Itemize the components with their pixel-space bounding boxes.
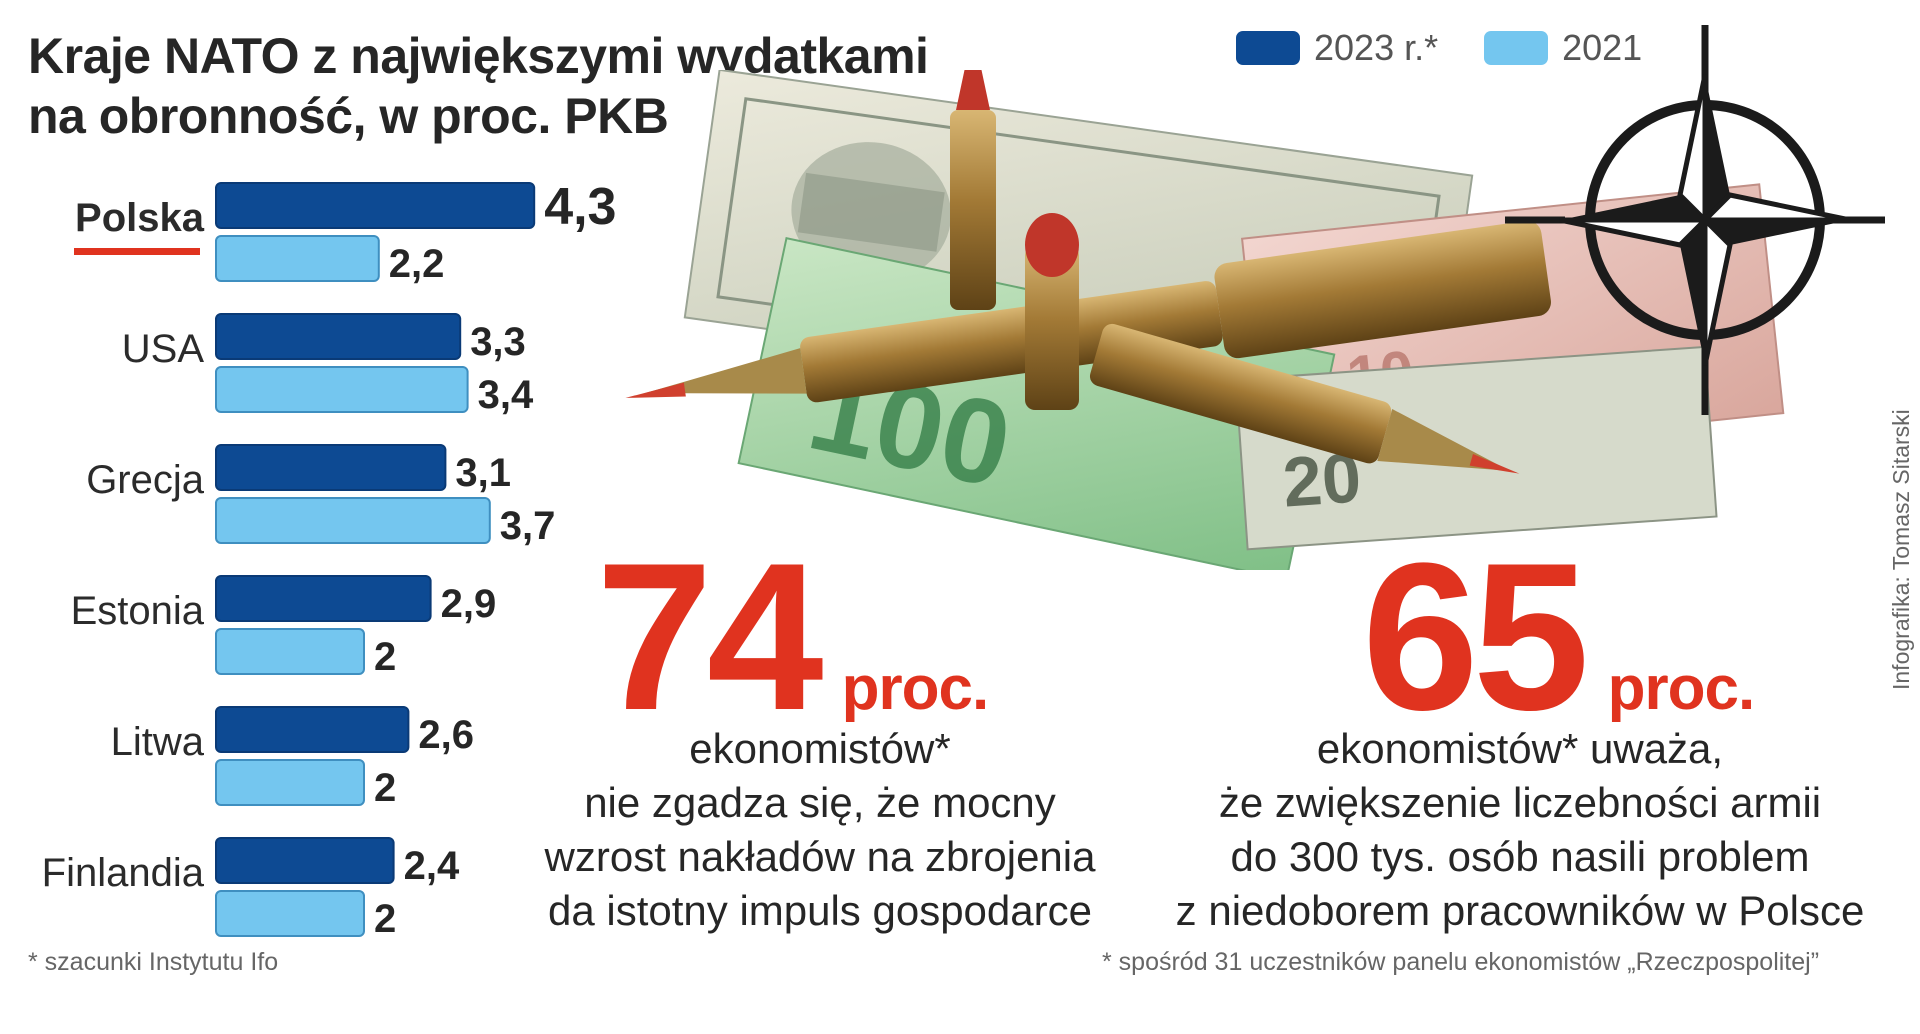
value-label-estonia-2023: 2,9 bbox=[441, 582, 497, 626]
stat1-line-3: wzrost nakładów na zbrojenia bbox=[544, 833, 1096, 880]
legend-label-2021: 2021 bbox=[1562, 27, 1643, 68]
banknotes-and-bullets-illustration: 10 100 20 bbox=[625, 70, 1785, 570]
credit: Infografika: Tomasz Sitarski bbox=[1888, 409, 1914, 690]
bar-polska-2023 bbox=[215, 182, 536, 229]
legend-label-2023: 2023 r.* bbox=[1314, 27, 1439, 68]
category-label-polska: Polska bbox=[75, 196, 205, 240]
bar-finlandia-2023 bbox=[215, 837, 395, 884]
bar-estonia-2021 bbox=[215, 628, 365, 675]
stat1-number: 74 bbox=[596, 519, 824, 754]
bar-litwa-2023 bbox=[215, 706, 410, 753]
chart-title-line-1: Kraje NATO z największymi wydatkami bbox=[28, 28, 929, 84]
category-label-usa: USA bbox=[122, 327, 205, 371]
stat1-description: ekonomistów* nie zgadza się, że mocny wz… bbox=[480, 722, 1160, 938]
stat1-line-1: ekonomistów* bbox=[689, 725, 951, 772]
value-label-grecja-2023: 3,1 bbox=[455, 451, 511, 495]
chart-title-line-2: na obronność, w proc. PKB bbox=[28, 88, 669, 144]
footnote-right: * spośród 31 uczestników panelu ekonomis… bbox=[1102, 948, 1820, 976]
nato-compass-icon bbox=[1505, 25, 1900, 415]
bar-finlandia-2021 bbox=[215, 890, 365, 937]
value-label-finlandia-2023: 2,4 bbox=[404, 844, 460, 888]
value-label-litwa-2021: 2 bbox=[374, 766, 396, 810]
stat2-value: 65 proc. bbox=[1362, 532, 1756, 742]
value-label-grecja-2021: 3,7 bbox=[500, 504, 556, 548]
bullet-pistol bbox=[1025, 213, 1079, 410]
legend-item-2021: 2021 bbox=[1484, 27, 1642, 69]
value-label-usa-2023: 3,3 bbox=[470, 320, 526, 364]
bar-usa-2021 bbox=[215, 366, 469, 413]
bullet-vertical bbox=[950, 70, 996, 310]
footnote-left: * szacunki Instytutu Ifo bbox=[28, 948, 279, 976]
bar-chart: Polska 4,3 2,2 USA 3,3 3,4 Grecja 3,1 3,7 Estonia… bbox=[42, 178, 617, 941]
legend-item-2023: 2023 r.* bbox=[1236, 27, 1438, 69]
stat2-unit: proc. bbox=[1607, 654, 1756, 723]
stat2-line-4: z niedoborem pracowników w Polsce bbox=[1175, 887, 1865, 934]
stat2-number: 65 bbox=[1362, 519, 1590, 754]
bullet-long bbox=[625, 220, 1551, 403]
category-label-finlandia: Finlandia bbox=[42, 851, 205, 895]
value-label-polska-2021: 2,2 bbox=[389, 242, 445, 286]
legend-swatch-2021 bbox=[1484, 31, 1549, 65]
category-label-grecja: Grecja bbox=[86, 458, 205, 502]
legend: 2023 r.* 2021 bbox=[1236, 26, 1688, 70]
bar-usa-2023 bbox=[215, 313, 462, 360]
highlight-underline-polska bbox=[74, 248, 200, 255]
legend-swatch-2023 bbox=[1236, 31, 1300, 65]
bar-litwa-2021 bbox=[215, 759, 365, 806]
stat1-value: 74 proc. bbox=[596, 532, 990, 742]
category-label-litwa: Litwa bbox=[111, 720, 205, 764]
value-label-polska-2023: 4,3 bbox=[544, 178, 616, 236]
chart-title: Kraje NATO z największymi wydatkami na o… bbox=[28, 26, 1028, 146]
bar-grecja-2021 bbox=[215, 497, 491, 544]
value-label-estonia-2021: 2 bbox=[374, 635, 396, 679]
category-label-estonia: Estonia bbox=[71, 589, 205, 633]
value-label-finlandia-2021: 2 bbox=[374, 897, 396, 941]
bullet-diagonal bbox=[1089, 323, 1520, 474]
bar-polska-2021 bbox=[215, 235, 380, 282]
value-label-usa-2021: 3,4 bbox=[478, 373, 534, 417]
stat2-line-2: że zwiększenie liczebności armii bbox=[1218, 779, 1822, 826]
bar-estonia-2023 bbox=[215, 575, 432, 622]
stat1-line-2: nie zgadza się, że mocny bbox=[584, 779, 1056, 826]
stat1-line-4: da istotny impuls gospodarce bbox=[548, 887, 1092, 934]
stat1-unit: proc. bbox=[841, 654, 990, 723]
value-label-litwa-2023: 2,6 bbox=[418, 713, 474, 757]
stat2-line-3: do 300 tys. osób nasili problem bbox=[1230, 833, 1810, 880]
bar-grecja-2023 bbox=[215, 444, 447, 491]
stat2-description: ekonomistów* uważa, że zwiększenie licze… bbox=[1170, 722, 1870, 938]
stat2-line-1: ekonomistów* uważa, bbox=[1316, 725, 1724, 772]
